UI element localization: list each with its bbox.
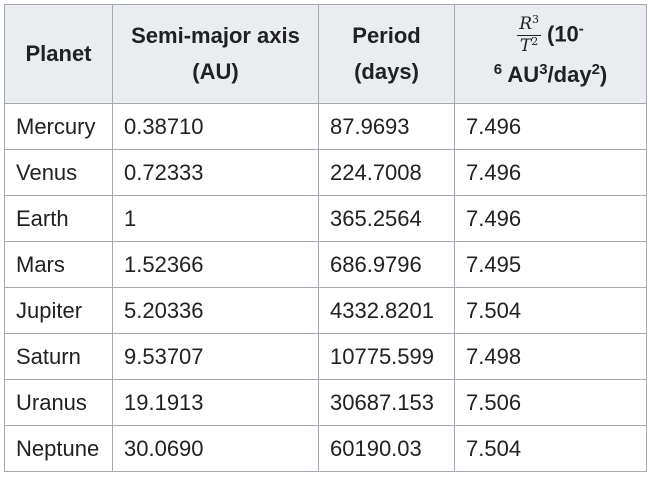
cell-ratio: 7.504 — [454, 425, 647, 472]
cell-ratio: 7.504 — [454, 287, 647, 334]
header-planet: Planet — [4, 4, 113, 104]
cell-period: 686.9796 — [318, 241, 455, 288]
unit-day: /day — [547, 61, 592, 87]
fraction-numerator: R3 — [517, 12, 541, 36]
cell-semi-major-axis: 1.52366 — [112, 241, 319, 288]
cell-planet: Mars — [4, 241, 113, 288]
cell-planet: Neptune — [4, 425, 113, 472]
denominator-exponent: 2 — [531, 34, 539, 48]
table-row: Mercury 0.38710 87.9693 7.496 — [4, 103, 647, 150]
table-row: Mars 1.52366 686.9796 7.495 — [4, 241, 647, 288]
table-row: Venus 0.72333 224.7008 7.496 — [4, 149, 647, 196]
header-row: Planet Semi-major axis (AU) Period (days… — [4, 4, 647, 104]
cell-planet: Earth — [4, 195, 113, 242]
cell-ratio: 7.495 — [454, 241, 647, 288]
unit-au-exponent: 3 — [539, 60, 548, 78]
header-period: Period (days) — [318, 4, 455, 104]
cell-ratio: 7.498 — [454, 333, 647, 380]
numerator-exponent: 3 — [532, 12, 539, 26]
table-row: Earth 1 365.2564 7.496 — [4, 195, 647, 242]
cell-period: 224.7008 — [318, 149, 455, 196]
cell-ratio: 7.496 — [454, 103, 647, 150]
unit-day-exponent: 2 — [591, 60, 600, 78]
cell-planet: Jupiter — [4, 287, 113, 334]
unit-suffix: ) — [599, 61, 608, 87]
table-row: Uranus 19.1913 30687.153 7.506 — [4, 379, 647, 426]
cell-semi-major-axis: 0.72333 — [112, 149, 319, 196]
cell-planet: Mercury — [4, 103, 113, 150]
header-semi-major-axis: Semi-major axis (AU) — [112, 4, 319, 104]
cell-semi-major-axis: 5.20336 — [112, 287, 319, 334]
fraction-denominator: T2 — [517, 36, 541, 56]
table-body: Mercury 0.38710 87.9693 7.496 Venus 0.72… — [4, 103, 647, 472]
cell-period: 60190.03 — [318, 425, 455, 472]
cell-period: 365.2564 — [318, 195, 455, 242]
cell-ratio: 7.496 — [454, 195, 647, 242]
table-row: Jupiter 5.20336 4332.8201 7.504 — [4, 287, 647, 334]
ratio-fraction: R3 T2 — [517, 12, 541, 56]
cell-planet: Venus — [4, 149, 113, 196]
table-row: Neptune 30.0690 60190.03 7.504 — [4, 425, 647, 472]
cell-period: 30687.153 — [318, 379, 455, 426]
cell-ratio: 7.496 — [454, 149, 647, 196]
table-row: Saturn 9.53707 10775.599 7.498 — [4, 333, 647, 380]
cell-planet: Uranus — [4, 379, 113, 426]
unit-minus-sign: - — [578, 19, 584, 37]
planet-orbit-table: Planet Semi-major axis (AU) Period (days… — [4, 4, 647, 472]
cell-semi-major-axis: 19.1913 — [112, 379, 319, 426]
unit-au: AU — [507, 61, 540, 87]
cell-semi-major-axis: 0.38710 — [112, 103, 319, 150]
cell-semi-major-axis: 9.53707 — [112, 333, 319, 380]
table-wrapper: Planet Semi-major axis (AU) Period (days… — [4, 4, 647, 472]
cell-planet: Saturn — [4, 333, 113, 380]
cell-semi-major-axis: 30.0690 — [112, 425, 319, 472]
cell-period: 4332.8201 — [318, 287, 455, 334]
numerator-variable: R — [519, 13, 532, 34]
cell-period: 87.9693 — [318, 103, 455, 150]
cell-ratio: 7.506 — [454, 379, 647, 426]
table-header: Planet Semi-major axis (AU) Period (days… — [4, 4, 647, 104]
header-ratio: R3 T2 (10- 6 AU3/day2) — [454, 4, 647, 104]
cell-period: 10775.599 — [318, 333, 455, 380]
cell-semi-major-axis: 1 — [112, 195, 319, 242]
unit-exponent-six: 6 — [493, 60, 503, 78]
unit-prefix: (10 — [547, 20, 579, 46]
denominator-variable: T — [519, 35, 532, 56]
